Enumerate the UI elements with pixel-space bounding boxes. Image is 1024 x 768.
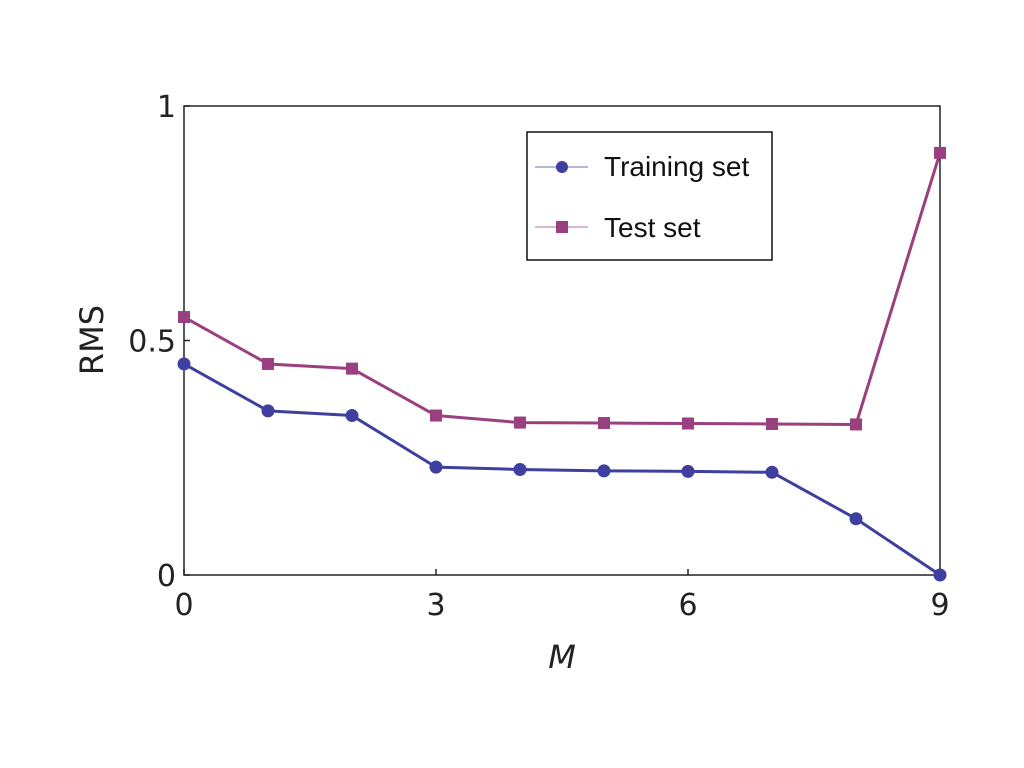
training-set-point <box>681 464 695 478</box>
legend-marker-test <box>556 221 568 233</box>
training-set-point <box>849 512 863 526</box>
x-tick-label: 9 <box>930 588 949 623</box>
series-layer <box>177 146 947 582</box>
training-set-point <box>933 568 947 582</box>
test-set-point <box>178 311 190 324</box>
test-set-point <box>766 417 778 430</box>
training-set-point <box>345 409 359 423</box>
training-set-point <box>597 464 611 478</box>
x-tick-label: 0 <box>174 588 193 623</box>
training-set-point <box>765 465 779 479</box>
legend-label-training: Training set <box>604 151 749 182</box>
x-axis-title: M <box>548 638 576 676</box>
y-axis-ticks: 00.51 <box>128 90 190 594</box>
training-set-point <box>177 357 191 371</box>
test-set-point <box>262 357 274 370</box>
training-set-point <box>513 462 527 476</box>
test-set-line <box>183 152 942 426</box>
legend-box <box>526 131 773 261</box>
y-tick-label: 1 <box>157 90 176 125</box>
test-set-point <box>934 146 946 159</box>
test-set-point <box>514 416 526 429</box>
training-set-point <box>261 404 275 418</box>
test-set-point <box>682 417 694 430</box>
legend-marker-training <box>556 161 568 173</box>
y-tick-label: 0.5 <box>128 325 176 360</box>
test-set-point <box>598 417 610 430</box>
x-tick-label: 6 <box>678 588 697 623</box>
y-tick-label: 0 <box>157 559 176 594</box>
test-set-point <box>430 409 442 422</box>
training-set-line <box>183 362 941 577</box>
legend: Training set Test set <box>526 131 773 261</box>
training-set-point <box>429 460 443 474</box>
test-set-point <box>850 418 862 431</box>
y-axis-title: RMS <box>73 305 111 375</box>
x-axis-ticks: 0 3 6 9 <box>174 569 950 623</box>
test-set-point <box>346 362 358 375</box>
x-tick-label: 3 <box>426 588 445 623</box>
legend-label-test: Test set <box>604 212 701 243</box>
